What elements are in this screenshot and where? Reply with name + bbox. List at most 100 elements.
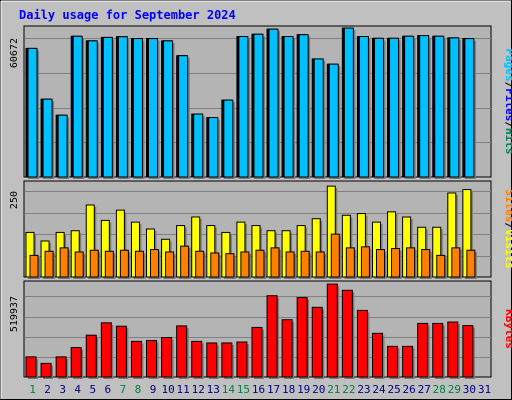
day-label: 30	[463, 383, 476, 396]
day-label: 28	[433, 383, 446, 396]
bar-sites	[451, 247, 461, 278]
day-label: 10	[161, 383, 174, 396]
bar-kbytes	[251, 326, 263, 378]
bar-sites	[74, 251, 84, 278]
day-label: 24	[372, 383, 386, 396]
day-label: 16	[252, 383, 265, 396]
visits-sites-bars	[25, 185, 477, 279]
legend-pages: Pages	[503, 49, 512, 82]
day-label: 15	[237, 383, 250, 396]
bar-pages	[464, 38, 475, 178]
bar-kbytes	[387, 345, 399, 378]
bar-kbytes	[356, 309, 368, 378]
day-label: 5	[89, 383, 96, 396]
day-label: 6	[105, 383, 112, 396]
bar-sites	[134, 250, 144, 278]
bar-pages	[313, 58, 324, 178]
day-label: 31	[478, 383, 491, 396]
bar-pages	[208, 117, 219, 178]
bar-pages	[148, 38, 159, 178]
bar-sites	[225, 253, 235, 278]
bar-pages	[283, 36, 294, 178]
day-label: 26	[403, 383, 416, 396]
bar-sites	[59, 247, 69, 278]
bar-kbytes	[191, 340, 203, 378]
bar-kbytes	[221, 342, 233, 378]
day-label: 27	[418, 383, 431, 396]
bar-kbytes	[40, 362, 52, 378]
bar-sites	[406, 247, 416, 278]
day-label: 8	[135, 383, 142, 396]
bar-pages	[449, 37, 460, 178]
day-label: 29	[448, 383, 461, 396]
day-label: 9	[150, 383, 157, 396]
bar-pages	[328, 63, 339, 178]
legend-files: Files	[503, 88, 512, 121]
day-label: 23	[357, 383, 370, 396]
bar-pages	[298, 34, 309, 178]
y-max-label: 250	[9, 191, 20, 209]
bar-pages	[343, 27, 354, 178]
bar-sites	[180, 245, 190, 278]
bar-kbytes	[311, 306, 323, 378]
bar-pages	[193, 113, 204, 178]
bar-sites	[255, 249, 265, 278]
bar-kbytes	[206, 342, 218, 378]
bar-pages	[434, 35, 445, 178]
bar-kbytes	[161, 337, 173, 378]
bar-pages	[253, 33, 264, 178]
bar-pages	[268, 28, 279, 178]
bar-kbytes	[417, 322, 429, 378]
bar-kbytes	[25, 356, 37, 378]
kbytes-bars	[25, 283, 475, 379]
bar-kbytes	[402, 345, 414, 378]
bar-sites	[29, 254, 39, 278]
bar-sites	[150, 249, 160, 278]
bar-sites	[104, 250, 114, 278]
bar-pages	[163, 40, 174, 178]
bar-sites	[240, 251, 250, 278]
bar-sites	[360, 246, 370, 278]
day-label: 21	[327, 383, 340, 396]
bar-kbytes	[55, 356, 67, 378]
day-label: 2	[44, 383, 51, 396]
day-label: 19	[297, 383, 310, 396]
bar-sites	[285, 251, 295, 278]
day-label: 22	[342, 383, 355, 396]
bar-kbytes	[85, 334, 97, 378]
day-label: 12	[192, 383, 205, 396]
bar-sites	[270, 247, 280, 278]
bar-sites	[391, 248, 401, 278]
bar-pages	[238, 36, 249, 178]
day-label: 4	[74, 383, 81, 396]
bar-pages	[404, 35, 415, 178]
bar-kbytes	[70, 347, 82, 378]
hits-files-pages-bars	[25, 27, 476, 180]
bar-sites	[375, 249, 385, 278]
bar-sites	[89, 249, 99, 278]
legend-kbytes: KBytes	[503, 309, 512, 349]
legend-1: Pages/Files/Hits	[503, 49, 512, 155]
day-label: 13	[207, 383, 220, 396]
bar-pages	[419, 35, 430, 178]
day-label: 18	[282, 383, 295, 396]
bar-pages	[223, 99, 234, 178]
bar-kbytes	[266, 295, 278, 378]
bar-sites	[195, 250, 205, 278]
bar-sites	[466, 249, 476, 278]
bar-pages	[373, 37, 384, 178]
legend-hits: Hits	[503, 128, 512, 155]
bar-sites	[210, 252, 220, 278]
bar-sites	[300, 250, 310, 278]
bar-kbytes	[281, 319, 293, 378]
legend-sites: Sites	[503, 189, 512, 222]
bar-pages	[87, 40, 98, 178]
bar-kbytes	[447, 321, 459, 378]
bar-kbytes	[341, 289, 353, 378]
bar-kbytes	[432, 322, 444, 378]
bar-kbytes	[371, 332, 383, 378]
bar-pages	[178, 55, 189, 178]
day-label: 20	[312, 383, 325, 396]
bar-pages	[389, 37, 400, 178]
